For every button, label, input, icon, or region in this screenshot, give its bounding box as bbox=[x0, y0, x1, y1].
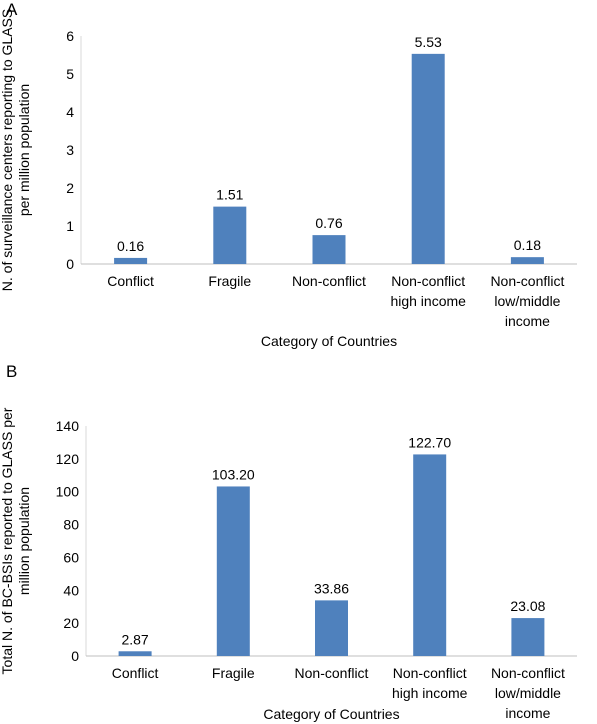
bar bbox=[216, 486, 250, 656]
data-label: 0.18 bbox=[514, 237, 541, 253]
y-axis-title: N. of surveillance centers reporting to … bbox=[0, 9, 32, 291]
y-tick-label: 5 bbox=[66, 66, 74, 82]
y-tick-label: 2 bbox=[66, 180, 74, 196]
x-tick-label: Fragile bbox=[212, 665, 255, 681]
bar-chart-b: 0 20 40 60 80 100 120 140 2.87 Conflict 103.20 Frag… bbox=[0, 407, 577, 722]
y-tick-label: 140 bbox=[56, 418, 80, 434]
y-axis-title: Total N. of BC-BSIs reported to GLASS pe… bbox=[0, 407, 32, 674]
x-tick-label: Conflict bbox=[112, 665, 159, 681]
bar bbox=[118, 651, 152, 656]
x-tick-label: Conflict bbox=[107, 273, 154, 289]
bar bbox=[312, 235, 346, 264]
x-axis-title: Category of Countries bbox=[261, 333, 397, 349]
x-tick-label: Fragile bbox=[208, 273, 251, 289]
bar bbox=[413, 454, 447, 656]
data-label: 0.16 bbox=[117, 238, 144, 254]
y-tick-label: 3 bbox=[66, 142, 74, 158]
data-label: 103.20 bbox=[212, 466, 255, 482]
y-tick-label: 6 bbox=[66, 28, 74, 44]
data-label: 122.70 bbox=[408, 434, 451, 450]
data-label: 2.87 bbox=[121, 631, 148, 647]
x-tick-label: Non-conflict low/middle income bbox=[490, 273, 564, 329]
y-tick-label: 0 bbox=[66, 256, 74, 272]
y-tick-label: 60 bbox=[63, 549, 79, 565]
bar bbox=[411, 53, 445, 264]
bar bbox=[114, 257, 148, 264]
y-tick-label: 4 bbox=[66, 104, 74, 120]
y-tick-label: 1 bbox=[66, 218, 74, 234]
x-tick-label: Non-conflict low/middle income bbox=[491, 665, 565, 721]
data-label: 33.86 bbox=[314, 580, 349, 596]
y-tick-label: 120 bbox=[56, 451, 80, 467]
panel-label-b: B bbox=[6, 362, 18, 381]
x-tick-label: Non-conflict high income bbox=[390, 273, 466, 309]
x-axis-title: Category of Countries bbox=[263, 706, 399, 722]
y-tick-label: 0 bbox=[71, 648, 79, 664]
panel-label-a: A bbox=[6, 0, 18, 19]
x-tick-label: Non-conflict high income bbox=[392, 665, 468, 701]
x-tick-label: Non-conflict bbox=[292, 273, 366, 289]
bar bbox=[510, 257, 544, 264]
y-tick-label: 20 bbox=[63, 615, 79, 631]
data-label: 5.53 bbox=[415, 34, 442, 50]
x-tick-label: Non-conflict bbox=[295, 665, 369, 681]
data-label: 23.08 bbox=[510, 598, 545, 614]
bar bbox=[315, 600, 348, 656]
data-label: 0.76 bbox=[315, 215, 342, 231]
y-tick-label: 100 bbox=[56, 484, 80, 500]
bar bbox=[511, 618, 545, 656]
bar bbox=[213, 206, 247, 264]
data-label: 1.51 bbox=[216, 187, 243, 203]
chart-panel-a: A 0 1 2 3 4 5 6 0.16 Conflict 1.51 Fragile 0.76 Non-… bbox=[0, 0, 577, 349]
y-tick-label: 80 bbox=[63, 517, 79, 533]
bar-chart-a: 0 1 2 3 4 5 6 0.16 Conflict 1.51 Fragile 0.76 Non-co… bbox=[0, 9, 577, 349]
y-tick-label: 40 bbox=[63, 582, 79, 598]
chart-panel-b: B 0 20 40 60 80 100 120 140 2.87 Conflict 103.20 Fr… bbox=[0, 362, 597, 724]
